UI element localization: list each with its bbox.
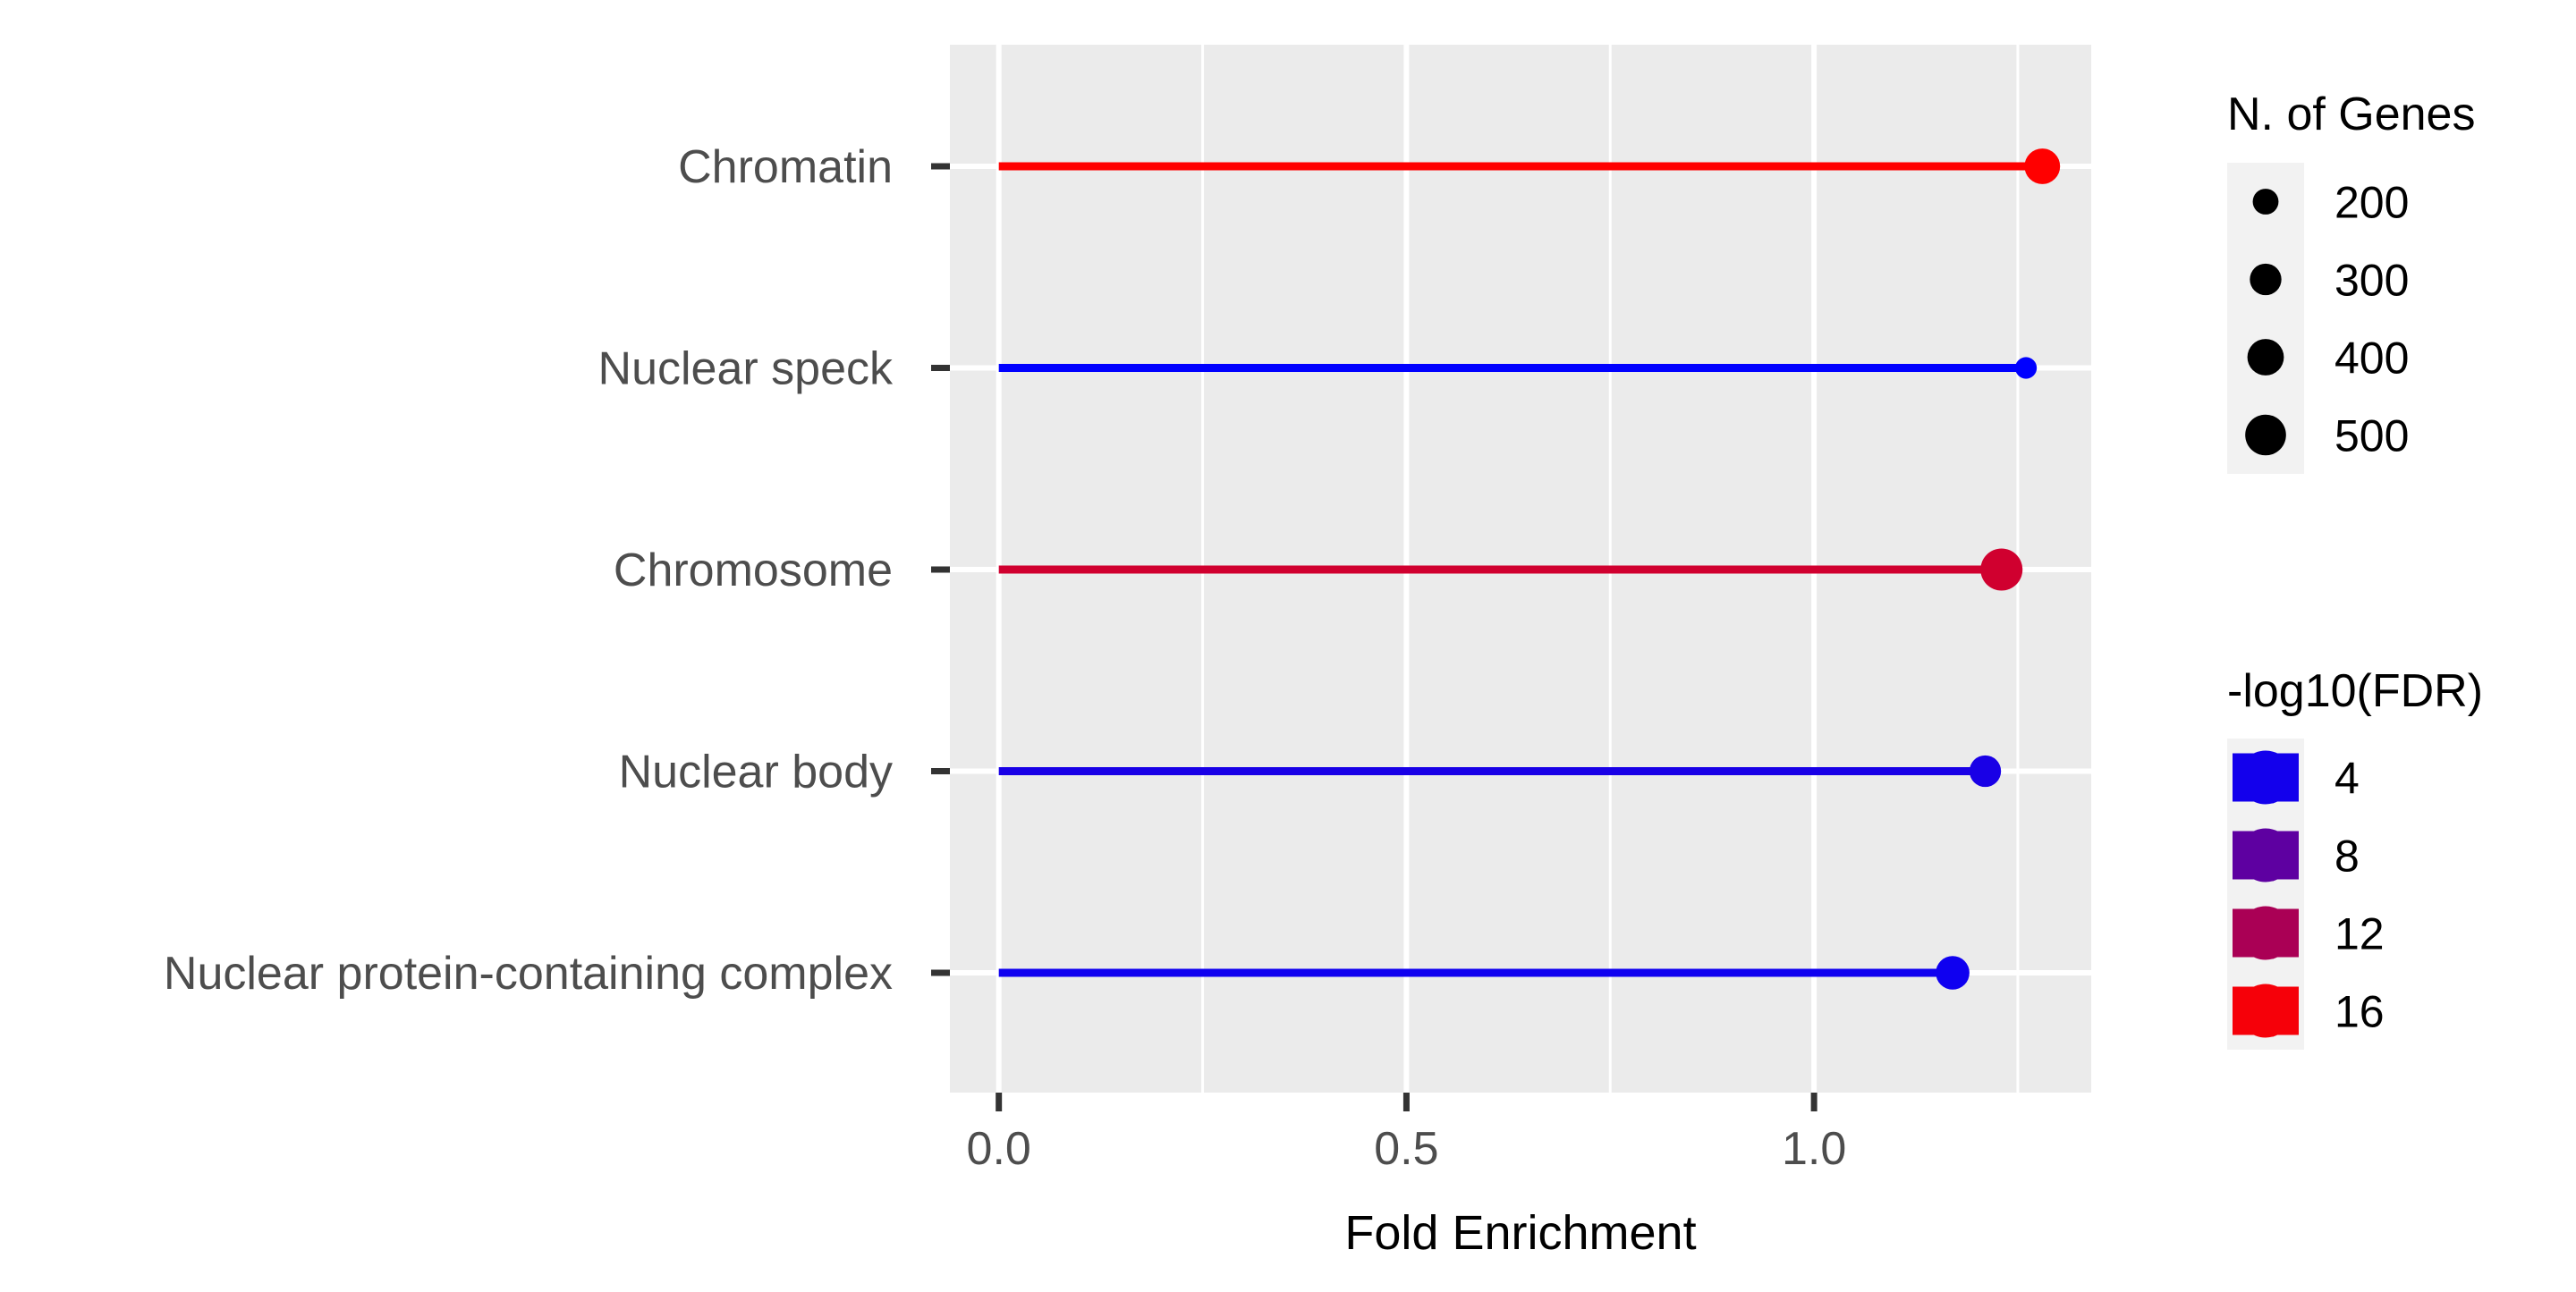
color-legend-label: 12 xyxy=(2334,909,2385,959)
x-tick-label: 0.0 xyxy=(967,1123,1031,1175)
size-legend-label: 200 xyxy=(2334,178,2409,228)
lollipop-point xyxy=(2015,357,2038,379)
y-axis: Chromatin Nuclear speck Chromosome Nuclear … xyxy=(164,141,950,1000)
lollipop-point xyxy=(1980,548,2023,591)
color-legend-label: 8 xyxy=(2334,832,2360,882)
y-tick-label: Nuclear body xyxy=(619,747,893,798)
color-legend-label: 4 xyxy=(2334,754,2360,804)
size-legend-key xyxy=(2250,263,2282,296)
color-legend: -log10(FDR) 4 8 12 16 xyxy=(2227,665,2483,1050)
x-tick-label: 0.5 xyxy=(1374,1123,1438,1175)
size-legend: N. of Genes 200 300 400 500 xyxy=(2227,89,2475,474)
lollipop-point xyxy=(1936,956,1970,990)
color-legend-swatch-point xyxy=(2239,984,2292,1038)
x-axis-title: Fold Enrichment xyxy=(1344,1206,1696,1260)
color-legend-swatch-point xyxy=(2239,750,2292,805)
y-tick-label: Nuclear speck xyxy=(598,343,894,395)
size-legend-key xyxy=(2252,189,2279,215)
size-legend-label: 300 xyxy=(2334,256,2409,306)
x-tick-label: 1.0 xyxy=(1782,1123,1846,1175)
size-legend-key xyxy=(2247,339,2284,376)
size-legend-label: 500 xyxy=(2334,411,2409,461)
lollipop-stems xyxy=(998,162,2043,977)
y-tick-label: Chromosome xyxy=(614,545,893,596)
color-legend-label: 16 xyxy=(2334,987,2385,1037)
size-legend-label: 400 xyxy=(2334,334,2409,384)
lollipop-point xyxy=(2024,148,2061,184)
x-axis: 0.0 0.5 1.0 xyxy=(967,1093,1846,1175)
lollipop-points xyxy=(1936,148,2061,990)
y-tick-label: Chromatin xyxy=(678,141,893,193)
color-legend-swatch-point xyxy=(2239,906,2292,960)
y-tick-label: Nuclear protein-containing complex xyxy=(164,948,893,1000)
lollipop-point xyxy=(1969,755,2002,788)
size-legend-key xyxy=(2245,414,2286,456)
size-legend-title: N. of Genes xyxy=(2227,89,2475,140)
color-legend-swatch-point xyxy=(2239,828,2292,882)
color-legend-title: -log10(FDR) xyxy=(2227,665,2483,717)
